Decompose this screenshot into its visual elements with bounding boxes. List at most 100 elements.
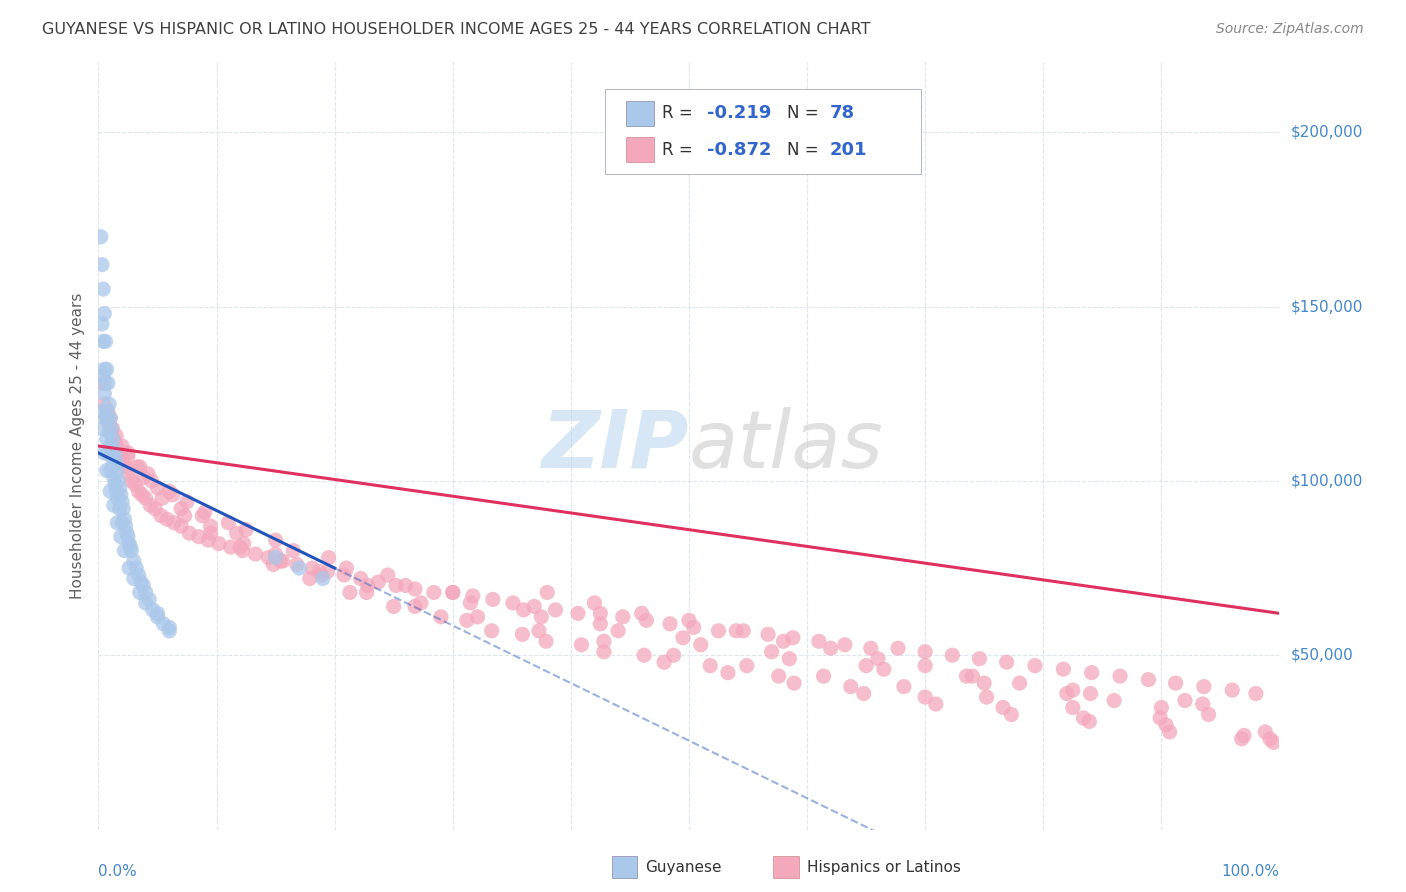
Point <box>176 495 198 509</box>
Point <box>1233 728 1256 742</box>
Point <box>1109 669 1132 683</box>
Point <box>1073 711 1095 725</box>
Point <box>219 540 242 554</box>
Point <box>114 459 136 474</box>
Point <box>157 484 180 499</box>
Point <box>356 585 378 599</box>
Text: 201: 201 <box>830 141 868 159</box>
Point <box>725 624 748 638</box>
Point <box>103 432 125 446</box>
Point <box>834 638 856 652</box>
Point <box>170 519 193 533</box>
Point <box>117 450 139 464</box>
Point <box>589 616 612 631</box>
Text: $50,000: $50,000 <box>1291 648 1354 663</box>
Point <box>367 574 389 589</box>
Point <box>121 474 143 488</box>
Point <box>138 592 160 607</box>
Point <box>93 306 115 320</box>
Point <box>316 565 339 579</box>
Point <box>104 477 127 491</box>
Point <box>100 450 122 464</box>
Point <box>536 585 558 599</box>
Point <box>1230 731 1253 746</box>
Point <box>231 543 253 558</box>
Point <box>93 362 115 376</box>
Point <box>97 376 120 391</box>
Point <box>783 676 806 690</box>
Point <box>135 596 157 610</box>
Point <box>110 530 132 544</box>
Point <box>377 568 399 582</box>
Text: Hispanics or Latinos: Hispanics or Latinos <box>807 860 960 874</box>
Point <box>782 631 804 645</box>
Point <box>117 446 139 460</box>
Point <box>312 572 335 586</box>
Point <box>90 404 112 418</box>
Point <box>91 282 114 296</box>
Point <box>101 459 124 474</box>
Point <box>91 334 114 349</box>
Point <box>285 558 308 572</box>
Point <box>100 421 122 435</box>
Point <box>441 585 464 599</box>
Point <box>146 607 169 621</box>
Point <box>914 658 936 673</box>
Point <box>225 526 247 541</box>
Point <box>100 425 122 439</box>
Point <box>105 428 128 442</box>
Text: ZIP: ZIP <box>541 407 689 485</box>
Point <box>91 369 114 384</box>
Point <box>288 561 311 575</box>
Point <box>152 616 174 631</box>
Point <box>1154 718 1177 732</box>
Point <box>200 526 222 541</box>
Point <box>914 690 936 704</box>
Point <box>105 457 128 471</box>
Point <box>941 648 963 663</box>
Point <box>1174 693 1197 707</box>
Point <box>955 669 977 683</box>
Point <box>128 568 150 582</box>
Point <box>91 421 114 435</box>
Point <box>90 229 112 244</box>
Point <box>93 386 115 401</box>
Point <box>768 669 790 683</box>
Point <box>1102 693 1125 707</box>
Point <box>101 421 124 435</box>
Point <box>1137 673 1160 687</box>
Point <box>96 463 118 477</box>
Point <box>235 523 257 537</box>
Point <box>264 533 287 548</box>
Point <box>105 491 128 506</box>
Point <box>1056 687 1078 701</box>
Point <box>105 439 128 453</box>
Point <box>217 516 239 530</box>
Point <box>128 585 150 599</box>
Point <box>150 508 173 523</box>
Point <box>162 488 184 502</box>
Point <box>170 501 193 516</box>
Point <box>733 624 755 638</box>
Point <box>98 425 121 439</box>
Point <box>512 603 534 617</box>
Text: $200,000: $200,000 <box>1291 125 1362 140</box>
Point <box>121 543 143 558</box>
Point <box>94 334 117 349</box>
Point <box>409 596 432 610</box>
Point <box>128 484 150 499</box>
Point <box>544 603 567 617</box>
Point <box>112 543 135 558</box>
Point <box>873 662 896 676</box>
Point <box>107 474 129 488</box>
Point <box>481 624 503 638</box>
Point <box>120 540 142 554</box>
Point <box>245 547 267 561</box>
Point <box>1149 711 1171 725</box>
Point <box>191 508 214 523</box>
Point <box>91 258 114 272</box>
Point <box>107 446 129 460</box>
Text: R =: R = <box>662 141 699 159</box>
Point <box>141 474 163 488</box>
Text: -0.872: -0.872 <box>707 141 772 159</box>
